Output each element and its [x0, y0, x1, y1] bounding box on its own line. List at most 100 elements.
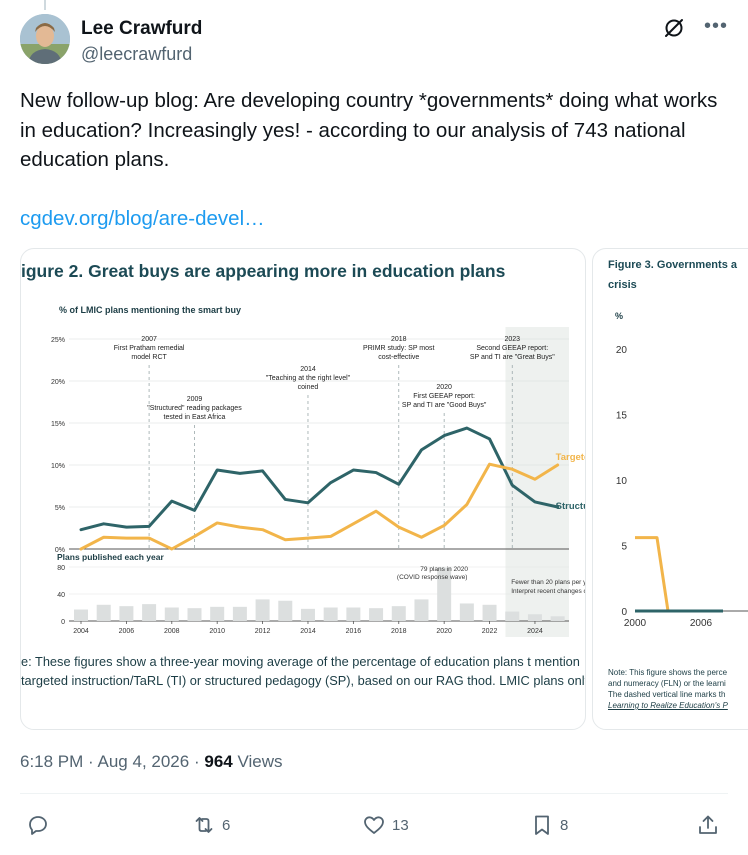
- annotation-text: coined: [298, 384, 319, 391]
- like-button[interactable]: 13: [362, 808, 409, 842]
- more-options-icon[interactable]: •••: [703, 15, 728, 37]
- media-image-2[interactable]: Figure 3. Governments a crisis % 0 5 10 15 20…: [592, 248, 748, 730]
- heart-icon: [364, 816, 384, 834]
- tweet-date[interactable]: Aug 4, 2026: [97, 752, 190, 771]
- repost-count: 6: [222, 816, 231, 834]
- avatar-image: [20, 14, 70, 64]
- tweet-meta: 6:18 PM · Aug 4, 2026 · 964 Views: [20, 752, 283, 772]
- bar: [142, 604, 157, 621]
- bar-annotation: Interpret recent changes cautiously.: [511, 588, 586, 595]
- annotation-text: 2014: [300, 366, 316, 373]
- annotation-text: SP and TI are "Great Buys": [470, 354, 555, 361]
- x-tick-label: 2010: [209, 628, 225, 635]
- bar: [459, 603, 474, 621]
- series-line-2: [635, 536, 723, 613]
- y-tick-label: 0%: [55, 547, 65, 554]
- figure-note-2: Note: This figure shows the perce and nu…: [608, 667, 748, 711]
- tweet-text: New follow-up blog: Are developing count…: [20, 89, 718, 171]
- grok-icon[interactable]: [662, 16, 686, 40]
- tweet-header: Lee Crawfurd @leecrawfurd •••: [20, 14, 728, 68]
- series-line: [79, 462, 560, 551]
- line-chart-2: %051015202000200620: [615, 311, 748, 629]
- x-tick-label: 2008: [164, 628, 180, 635]
- series-line: [79, 426, 560, 532]
- annotation-text: 2009: [187, 396, 203, 403]
- bar: [391, 606, 406, 621]
- thread-connector: [44, 0, 46, 10]
- bar: [346, 607, 361, 621]
- x-tick-label: 2020: [436, 628, 452, 635]
- x-tick-label: 2006: [119, 628, 135, 635]
- annotation-text: PRIMR study: SP most: [363, 345, 435, 352]
- x-tick-label: 2016: [346, 628, 362, 635]
- bar: [164, 607, 179, 621]
- bar: [527, 614, 542, 621]
- divider: [20, 793, 728, 794]
- x-tick-label: 2024: [527, 628, 543, 635]
- y-tick-label-2: 15: [616, 411, 628, 422]
- annotation-text: model RCT: [131, 354, 167, 361]
- y-axis-label: % of LMIC plans mentioning the smart buy: [59, 305, 241, 315]
- note-line: and numeracy (FLN) or the learni: [608, 679, 726, 688]
- annotation-text: 2020: [436, 384, 452, 391]
- media-gallery: igure 2. Great buys are appearing more i…: [20, 248, 748, 730]
- media-image-1[interactable]: igure 2. Great buys are appearing more i…: [20, 248, 586, 730]
- tweet-link[interactable]: cgdev.org/blog/are-devel…: [20, 207, 265, 230]
- line-chart: % of LMIC plans mentioning the smart buy…: [51, 305, 586, 637]
- repost-button[interactable]: 6: [192, 808, 230, 842]
- x-tick-label: 2018: [391, 628, 407, 635]
- reply-button[interactable]: [26, 808, 56, 842]
- annotation-text: SP and TI are "Good Buys": [402, 402, 487, 409]
- bar: [278, 600, 293, 621]
- note-line: The dashed vertical line marks th: [608, 690, 726, 699]
- annotation-text: First Pratham remedial: [114, 345, 185, 352]
- figure-title-2: Figure 3. Governments a: [608, 259, 737, 271]
- bar: [210, 606, 225, 621]
- y-tick-label-2: 5: [621, 542, 627, 553]
- bar: [550, 616, 565, 621]
- views-label: Views: [237, 752, 283, 771]
- bar: [255, 599, 270, 621]
- y-axis-label-2: %: [615, 311, 623, 321]
- y-tick-label: 10%: [51, 463, 65, 470]
- bar: [187, 608, 202, 621]
- annotation-text: cost-effective: [378, 354, 419, 361]
- repost-icon: [195, 817, 213, 833]
- meta-separator: ·: [193, 752, 200, 771]
- bar: [74, 609, 88, 621]
- x-tick-label-2: 2000: [624, 618, 647, 629]
- annotation-text: "Teaching at the right level": [266, 375, 351, 382]
- bar-annotation: 79 plans in 2020: [420, 566, 468, 573]
- bar: [414, 599, 429, 621]
- x-tick-label: 2004: [73, 628, 89, 635]
- series-label: Targeted instruction: [556, 452, 586, 463]
- bar: [232, 606, 247, 621]
- tweet-time[interactable]: 6:18 PM: [20, 752, 84, 771]
- action-bar: 6 13 8: [20, 808, 728, 842]
- x-tick-label: 2014: [300, 628, 316, 635]
- y-tick-label: 20%: [51, 379, 65, 386]
- bar: [369, 608, 384, 621]
- bar-y-tick-label: 80: [57, 565, 65, 572]
- y-tick-label-2: 20: [616, 345, 628, 356]
- y-tick-label-2: 0: [621, 607, 627, 618]
- recent-shade: [505, 327, 569, 637]
- y-tick-label-2: 10: [616, 476, 628, 487]
- annotation-text: 2007: [141, 336, 157, 343]
- y-tick-label: 5%: [55, 505, 65, 512]
- author-name[interactable]: Lee Crawfurd: [81, 18, 203, 39]
- bar-panel-title: Plans published each year: [57, 552, 164, 562]
- author-handle[interactable]: @leecrawfurd: [81, 44, 193, 64]
- annotation-text: "Structured" reading packages: [147, 405, 242, 412]
- bar-y-tick-label: 40: [57, 592, 65, 599]
- series-label: Structured pedagogy: [556, 501, 586, 512]
- note-line: Learning to Realize Education's P: [608, 701, 728, 710]
- share-icon: [699, 815, 717, 834]
- share-button[interactable]: [696, 808, 720, 842]
- bar: [482, 604, 497, 621]
- note-line: Note: This figure shows the perce: [608, 668, 728, 677]
- bookmark-button[interactable]: 8: [530, 808, 568, 842]
- bar: [119, 606, 134, 621]
- avatar[interactable]: [20, 14, 70, 64]
- views-count: 964: [204, 752, 233, 771]
